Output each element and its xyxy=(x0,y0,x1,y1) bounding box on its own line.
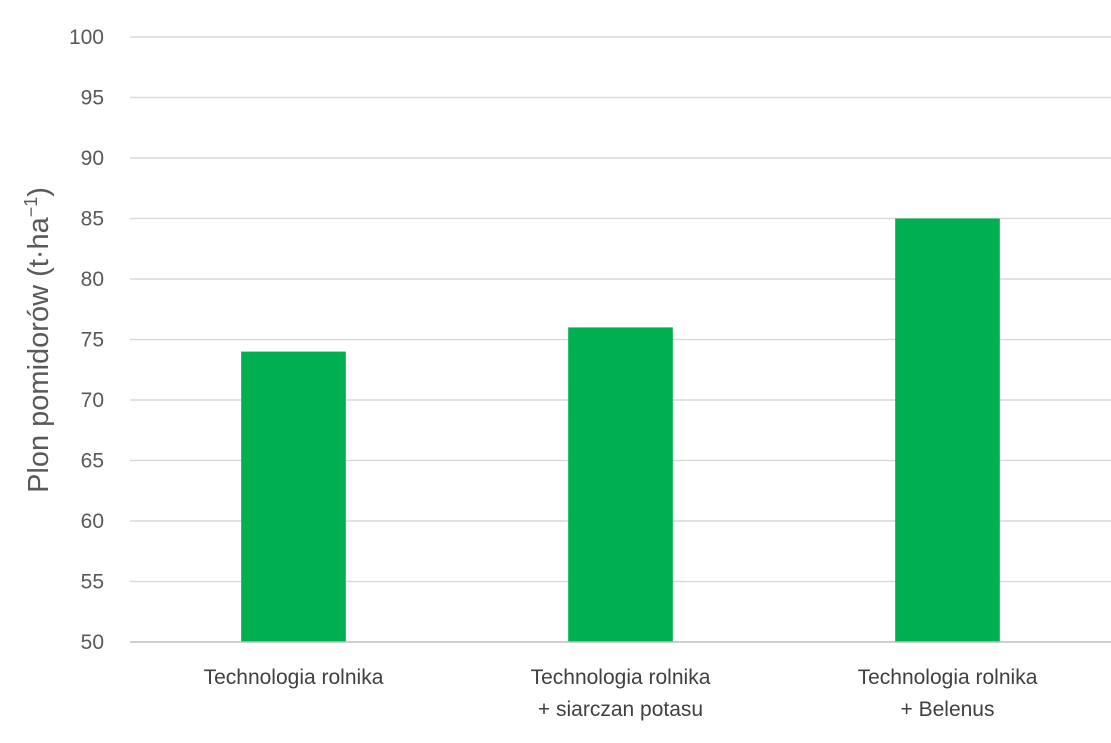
y-tick-label: 60 xyxy=(81,510,104,533)
y-axis-title: Plon pomidorów (t·ha−1) xyxy=(21,187,55,493)
y-tick-label: 85 xyxy=(81,208,104,231)
y-axis-tick-labels: 50 55 60 65 70 75 80 85 90 95 100 xyxy=(69,26,104,654)
y-tick-label: 50 xyxy=(81,631,104,654)
y-axis-title-superscript: −1 xyxy=(21,197,41,218)
bar xyxy=(241,351,346,642)
y-axis-title-main: Plon pomidorów (t·ha xyxy=(23,216,55,492)
x-category-label-line: Technologia rolnika xyxy=(204,666,384,689)
x-category-label-line: + Belenus xyxy=(901,698,995,721)
y-tick-label: 55 xyxy=(81,571,104,594)
x-category-label: Technologia rolnika xyxy=(204,666,384,689)
y-tick-label: 80 xyxy=(81,268,104,291)
y-tick-label: 75 xyxy=(81,329,104,352)
x-category-label-line: Technologia rolnika xyxy=(858,666,1038,689)
x-category-label: Technologia rolnika + siarczan potasu xyxy=(531,666,711,721)
x-category-label-line: + siarczan potasu xyxy=(538,698,703,721)
y-axis-title-close: ) xyxy=(23,187,55,197)
bar xyxy=(895,218,1000,642)
bars xyxy=(241,218,1000,642)
x-axis-category-labels: Technologia rolnika Technologia rolnika + … xyxy=(204,666,1038,721)
x-category-label: Technologia rolnika + Belenus xyxy=(858,666,1038,721)
bar xyxy=(568,327,673,642)
y-tick-label: 95 xyxy=(81,87,104,110)
y-tick-label: 100 xyxy=(69,26,104,49)
y-tick-label: 65 xyxy=(81,450,104,473)
x-category-label-line: Technologia rolnika xyxy=(531,666,711,689)
y-tick-label: 90 xyxy=(81,147,104,170)
y-tick-label: 70 xyxy=(81,389,104,412)
